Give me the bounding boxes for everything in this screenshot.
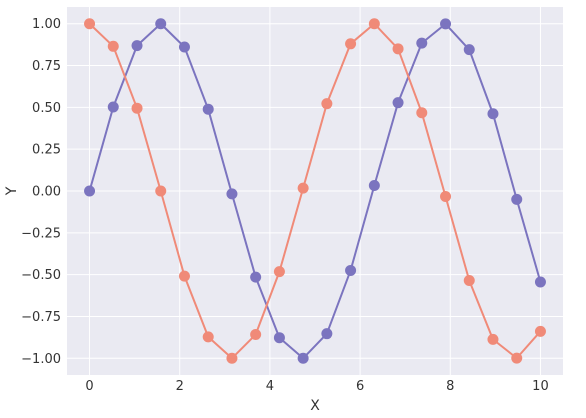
series-1-point: [297, 352, 309, 364]
series-2-point: [392, 43, 404, 55]
series-2-point: [131, 102, 143, 114]
series-2-line: [88, 22, 542, 360]
tick-labels: 0 2 4 6 8 10 1.00 0.75 0.50 0.25 0.00 −0.25 −0.50 −0.…: [21, 17, 549, 394]
series-2-point: [107, 40, 119, 52]
series-1-point: [392, 97, 404, 109]
y-tick-label: 0.00: [32, 185, 61, 200]
series-1-point: [178, 41, 190, 53]
series-1-point: [84, 185, 96, 197]
series-1-point: [321, 328, 333, 340]
series-2-point: [487, 333, 499, 345]
series-1-point: [273, 332, 285, 344]
x-axis-label: X: [310, 398, 320, 414]
series-1-point: [155, 18, 167, 30]
y-tick-label: 1.00: [32, 17, 61, 32]
y-tick-label: −1.00: [21, 352, 61, 367]
series-2-point: [297, 182, 309, 194]
series-group: [84, 18, 546, 364]
x-tick-label: 2: [176, 379, 184, 394]
series-2-point: [321, 98, 333, 110]
y-tick-label: 0.50: [32, 101, 61, 116]
series-2-point: [155, 185, 167, 197]
series-1-point: [368, 179, 380, 191]
y-tick-label: 0.75: [32, 59, 61, 74]
x-tick-label: 8: [446, 379, 454, 394]
series-2-point: [534, 325, 546, 337]
y-axis-label: Y: [4, 186, 20, 196]
series-2-point: [463, 274, 475, 286]
y-tick-label: −0.75: [21, 310, 61, 325]
series-2-point: [226, 352, 238, 364]
y-tick-label: −0.25: [21, 226, 61, 241]
series-2-point: [416, 107, 428, 119]
series-1-point: [416, 37, 428, 49]
series-2-point: [250, 329, 262, 341]
series-1-point: [487, 108, 499, 120]
series-1-point: [463, 44, 475, 56]
series-1-point: [250, 271, 262, 283]
series-1-point: [534, 276, 546, 288]
series-1-point: [345, 264, 357, 276]
series-2-point: [178, 270, 190, 282]
series-1-point: [107, 101, 119, 113]
series-1-point: [202, 103, 214, 115]
series-1-point: [511, 193, 523, 205]
series-2-point: [84, 18, 96, 30]
x-tick-label: 0: [85, 379, 93, 394]
series-2-point: [440, 191, 452, 203]
series-2-point: [202, 331, 214, 343]
series-1-line: [88, 22, 542, 360]
series-1-point: [131, 40, 143, 52]
series-2-point: [345, 38, 357, 50]
series-2-point: [273, 266, 285, 278]
y-tick-label: −0.50: [21, 268, 61, 283]
x-tick-label: 4: [266, 379, 274, 394]
series-2-point: [511, 352, 523, 364]
x-tick-label: 6: [356, 379, 364, 394]
y-tick-label: 0.25: [32, 143, 61, 158]
x-tick-label: 10: [532, 379, 549, 394]
series-1-point: [440, 18, 452, 30]
series-2-point: [368, 18, 380, 30]
series-1-point: [226, 188, 238, 200]
